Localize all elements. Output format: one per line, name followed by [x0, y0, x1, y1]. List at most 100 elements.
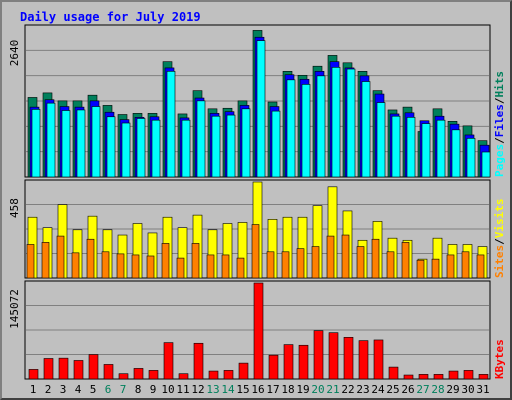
day-label: 24	[371, 383, 385, 396]
kbytes-bar	[88, 354, 99, 380]
day-label: 4	[75, 383, 82, 396]
kbytes-bar	[478, 374, 489, 380]
pages-bar	[271, 110, 281, 178]
day-label: 11	[176, 383, 189, 396]
kbytes-bar	[343, 337, 354, 380]
pages-bar	[121, 122, 131, 178]
sites-bar	[86, 238, 95, 279]
pages-bar	[211, 115, 221, 178]
pages-bar	[466, 138, 476, 178]
pages-bar	[136, 118, 146, 178]
sites-bar	[56, 235, 65, 279]
day-label: 19	[296, 383, 309, 396]
sites-bar	[236, 257, 245, 279]
day-label: 26	[401, 383, 414, 396]
kbytes-bar	[253, 282, 264, 380]
kbytes-bar	[223, 370, 234, 380]
sites-bar	[131, 254, 140, 279]
legend-part: /	[493, 238, 506, 245]
legend-part: KBytes	[493, 339, 506, 379]
legend-part: /	[493, 97, 506, 104]
day-label: 6	[105, 383, 112, 396]
sites-bar	[26, 244, 35, 279]
day-label: 12	[191, 383, 204, 396]
sites-bar	[281, 251, 290, 279]
day-label: 30	[461, 383, 474, 396]
pages-bar	[181, 119, 191, 178]
pages-bar	[76, 109, 86, 178]
sites-bar	[476, 254, 485, 279]
pages-bar	[91, 106, 101, 178]
sites-bar	[371, 238, 380, 279]
day-label: 28	[431, 383, 444, 396]
day-label: 22	[341, 383, 354, 396]
pages-bar	[151, 119, 161, 178]
legend-hits-files-pages: Pages/Files/Hits	[493, 71, 506, 177]
day-label: 10	[161, 383, 174, 396]
kbytes-bar	[298, 344, 309, 380]
kbytes-bar	[178, 373, 189, 380]
sites-bar	[266, 251, 275, 279]
sites-bar	[101, 251, 110, 279]
legend-kbytes: KBytes	[493, 339, 506, 379]
sites-bar	[176, 257, 185, 279]
pages-bar	[106, 116, 116, 178]
sites-bar	[71, 252, 80, 279]
sites-bar	[41, 242, 50, 279]
legend-part: Visits	[493, 199, 506, 239]
sites-bar	[341, 234, 350, 279]
kbytes-bar	[388, 366, 399, 380]
pages-bar	[421, 123, 431, 178]
pages-bar	[226, 114, 236, 178]
pages-bar	[316, 75, 326, 178]
sites-bar	[431, 258, 440, 279]
kbytes-bar	[133, 368, 144, 380]
day-label: 18	[281, 383, 294, 396]
y-max-label: 145072	[8, 289, 21, 329]
day-label: 5	[90, 383, 97, 396]
day-label: 23	[356, 383, 369, 396]
day-label: 9	[150, 383, 157, 396]
sites-bar	[401, 242, 410, 279]
kbytes-bar	[148, 370, 159, 380]
day-label: 25	[386, 383, 399, 396]
kbytes-bar	[463, 370, 474, 380]
sites-bar	[326, 235, 335, 279]
pages-bar	[31, 109, 41, 178]
sites-bar	[116, 253, 125, 279]
kbytes-bar	[118, 373, 129, 380]
sites-bar	[311, 246, 320, 279]
kbytes-bar	[73, 360, 84, 380]
pages-bar	[196, 100, 206, 178]
sites-bar	[356, 246, 365, 279]
sites-bar	[191, 243, 200, 279]
kbytes-bar	[373, 339, 384, 380]
pages-bar	[391, 115, 401, 178]
day-label: 3	[60, 383, 67, 396]
pages-bar	[331, 67, 341, 178]
day-label: 15	[236, 383, 249, 396]
pages-bar	[451, 129, 461, 178]
day-label: 17	[266, 383, 279, 396]
sites-bar	[251, 224, 260, 279]
pages-bar	[406, 117, 416, 178]
chart-title: Daily usage for July 2019	[20, 10, 201, 24]
pages-bar	[166, 71, 176, 178]
pages-bar	[256, 40, 266, 178]
sites-bar	[386, 251, 395, 279]
kbytes-bar	[358, 340, 369, 380]
kbytes-bar	[418, 374, 429, 380]
y-max-label: 2640	[8, 40, 21, 67]
pages-bar	[241, 108, 251, 178]
pages-bar	[436, 119, 446, 178]
day-label: 7	[120, 383, 127, 396]
day-label: 8	[135, 383, 142, 396]
kbytes-bar	[328, 332, 339, 380]
day-label: 27	[416, 383, 429, 396]
kbytes-bar	[448, 370, 459, 380]
y-max-label: 458	[8, 198, 21, 218]
sites-bar	[161, 243, 170, 279]
legend-part: Hits	[493, 71, 506, 98]
kbytes-bar	[238, 362, 249, 380]
